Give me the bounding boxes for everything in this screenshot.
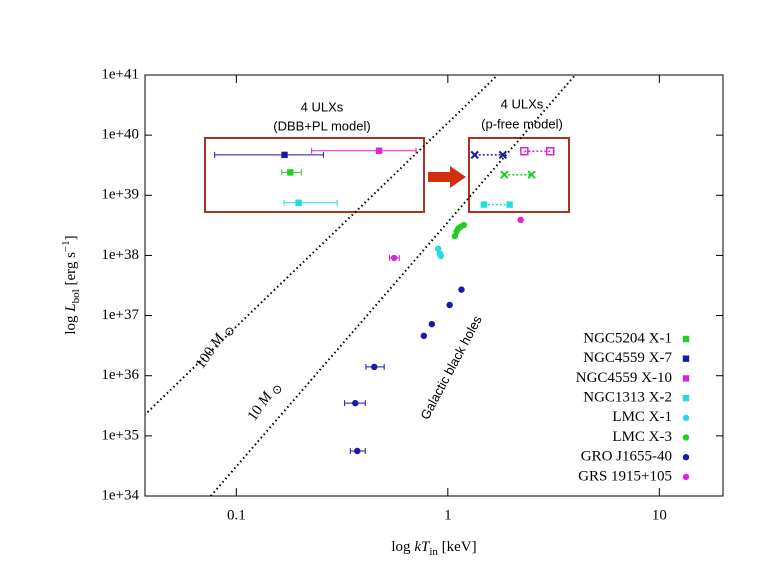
point (460, 221, 468, 229)
x-axis-label: log kTin [keV] (391, 539, 476, 557)
point (546, 146, 555, 156)
reference-line (145, 75, 499, 416)
legend-marker (682, 414, 690, 421)
legend-label: GRS 1915+105 (578, 468, 672, 484)
legend-marker (682, 434, 690, 441)
box-title: 4 ULXs (301, 99, 344, 114)
y-tick-label: 1e+40 (101, 127, 139, 143)
point (434, 245, 442, 252)
y-axis-label: log Lbol [erg s−1] (60, 235, 82, 334)
legend-marker (682, 375, 690, 382)
point (480, 201, 488, 208)
legend-label: LMC X-3 (612, 429, 672, 445)
point (420, 332, 428, 340)
point (287, 169, 294, 176)
arrow (428, 166, 466, 188)
point (458, 286, 465, 293)
legend-marker (682, 394, 690, 402)
point (375, 147, 383, 154)
label-part: −1 (60, 240, 72, 252)
point (506, 201, 513, 208)
legend-label: NGC4559 X-7 (583, 350, 672, 366)
legend-marker (682, 454, 690, 461)
point (498, 150, 508, 160)
y-tick-label: 1e+39 (101, 187, 139, 203)
label-part: log (391, 539, 414, 555)
point (446, 301, 453, 309)
legend-label: NGC1313 X-2 (583, 390, 672, 406)
box-title: 4 ULXs (501, 96, 544, 111)
x-tick-label: 1 (444, 507, 452, 523)
plot-frame (144, 74, 724, 497)
label-part: bol (70, 289, 82, 303)
box-subtitle: (p-free model) (481, 116, 563, 131)
left-box (204, 137, 425, 213)
legend-label: GRO J1655-40 (581, 449, 672, 465)
point (500, 170, 509, 179)
label-part: log (63, 312, 79, 335)
x-tick-label: 0.1 (227, 507, 246, 523)
y-tick-label: 1e+41 (101, 66, 139, 82)
box-subtitle: (DBB+PL model) (273, 118, 370, 133)
label-part: ] (63, 235, 79, 240)
y-tick-label: 1e+35 (101, 427, 139, 443)
point (527, 170, 536, 179)
legend-marker (682, 473, 690, 481)
y-tick-label: 1e+38 (101, 247, 139, 263)
label-part: [erg s (63, 252, 79, 289)
point (352, 399, 359, 407)
point (428, 320, 436, 328)
y-tick-label: 1e+37 (101, 307, 139, 323)
point (281, 151, 288, 159)
label-part: [keV] (438, 539, 477, 555)
reference-line (209, 75, 576, 496)
legend-label: NGC4559 X-10 (576, 370, 672, 386)
label-part: in (429, 546, 438, 558)
legend-marker (682, 355, 690, 362)
point (520, 146, 529, 156)
annotation: Galactic black holes (417, 313, 485, 423)
right-box (468, 137, 570, 213)
line-label: 10 M⊙ (245, 379, 285, 426)
point (295, 199, 302, 206)
legend-label: NGC5204 X-1 (583, 330, 672, 346)
legend-marker (682, 335, 690, 343)
label-part: kT (414, 539, 431, 555)
line-label: 100 M⊙ (193, 321, 238, 374)
y-tick-label: 1e+34 (101, 487, 139, 503)
x-tick-label: 10 (652, 507, 667, 523)
label-part: L (63, 303, 79, 312)
legend-label: LMC X-1 (612, 409, 672, 425)
point (354, 447, 361, 455)
y-tick-label: 1e+36 (101, 367, 139, 383)
point (470, 150, 479, 160)
point (517, 216, 524, 224)
point (390, 254, 398, 262)
point (371, 363, 378, 371)
point (437, 252, 445, 260)
